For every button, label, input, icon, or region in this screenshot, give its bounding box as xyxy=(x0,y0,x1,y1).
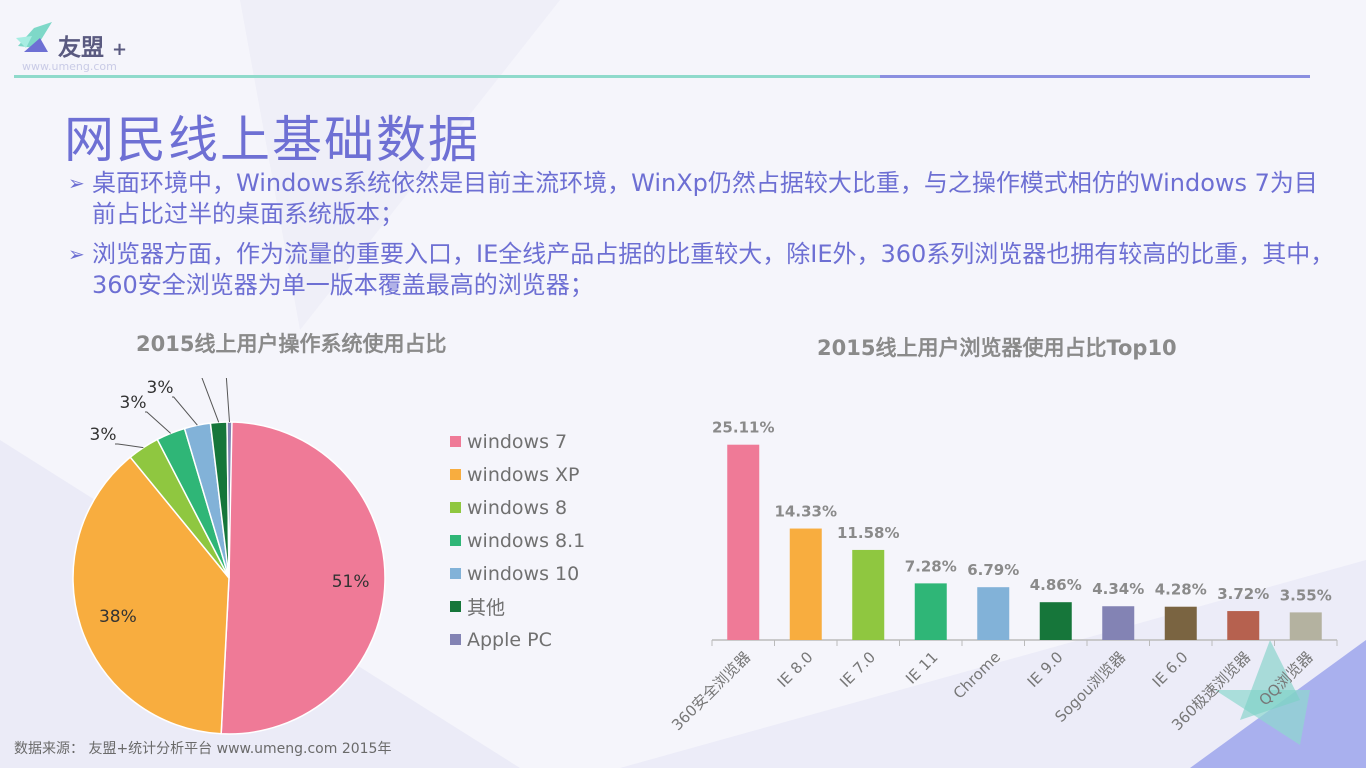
legend-swatch xyxy=(450,502,461,513)
bar-3 xyxy=(914,583,947,640)
bullet-item: ➢ 桌面环境中，Windows系统依然是目前主流环境，WinXp仍然占据较大比重… xyxy=(68,169,1318,228)
legend-item: Apple PC xyxy=(450,623,585,656)
pie-leader-line-4 xyxy=(172,396,198,426)
legend-swatch xyxy=(450,634,461,645)
bar-value-label-9: 3.55% xyxy=(1280,586,1332,604)
legend-label: windows 8.1 xyxy=(467,529,586,552)
legend-label: windows XP xyxy=(467,463,580,486)
bar-category-label-5: IE 9.0 xyxy=(1024,648,1067,691)
bar-9 xyxy=(1289,612,1322,640)
legend-label: windows 10 xyxy=(467,562,580,585)
pie-leader-line-6 xyxy=(225,378,230,423)
bullet-item: ➢ 浏览器方面，作为流量的重要入口，IE全线产品占据的比重较大，除IE外，360… xyxy=(68,240,1335,299)
bar-value-label-1: 14.33% xyxy=(775,503,837,521)
pie-slice-label-2: 3% xyxy=(90,425,117,445)
brand-logo[interactable]: 友盟 + www.umeng.com xyxy=(14,18,164,76)
bar-category-label-9: QQ浏览器 xyxy=(1255,648,1316,709)
legend-swatch xyxy=(450,436,461,447)
arrow-bullet-icon: ➢ xyxy=(68,171,85,195)
legend-item: windows 8 xyxy=(450,491,585,524)
bar-category-label-2: IE 7.0 xyxy=(836,648,879,691)
bar-value-label-3: 7.28% xyxy=(905,557,957,575)
os-pie-chart: 51%38%3%3%3%2%0% xyxy=(72,378,386,735)
bar-6 xyxy=(1102,606,1135,640)
bar-2 xyxy=(852,549,885,640)
bar-value-label-6: 4.34% xyxy=(1092,580,1144,598)
legend-item: 其他 xyxy=(450,590,585,623)
bar-value-label-7: 4.28% xyxy=(1155,581,1207,599)
pie-slice-label-4: 3% xyxy=(147,378,174,398)
pie-legend: windows 7 windows XP windows 8 windows 8.1 w… xyxy=(450,425,585,656)
legend-label: Apple PC xyxy=(467,628,552,651)
browser-bar-chart: 25.11% 360安全浏览器 14.33% IE 8.0 11.58% IE 7.0 7.… xyxy=(670,419,1338,734)
bar-1 xyxy=(789,528,822,640)
pie-chart-title: 2015线上用户操作系统使用占比 xyxy=(136,332,447,356)
bar-category-label-7: IE 6.0 xyxy=(1149,648,1192,691)
header-divider-right xyxy=(880,75,1310,78)
bar-value-label-4: 6.79% xyxy=(967,561,1019,579)
pie-slice-label-0: 51% xyxy=(332,572,370,592)
pie-leader-line-2 xyxy=(115,443,144,449)
bar-chart-title: 2015线上用户浏览器使用占比Top10 xyxy=(817,336,1177,360)
umeng-bird-icon xyxy=(16,22,52,52)
legend-item: windows 10 xyxy=(450,557,585,590)
data-source-note: 数据来源： 友盟+统计分析平台 www.umeng.com 2015年 xyxy=(14,741,392,757)
bullet-list: ➢ 桌面环境中，Windows系统依然是目前主流环境，WinXp仍然占据较大比重… xyxy=(68,168,1338,310)
legend-item: windows XP xyxy=(450,458,585,491)
pie-slice-0 xyxy=(220,421,386,735)
legend-swatch xyxy=(450,601,461,612)
brand-site: www.umeng.com xyxy=(22,60,117,73)
bar-4 xyxy=(977,587,1010,640)
brand-name: 友盟 + xyxy=(58,35,128,61)
legend-swatch xyxy=(450,535,461,546)
page-title: 网民线上基础数据 xyxy=(64,111,480,169)
legend-label: windows 7 xyxy=(467,430,568,453)
bar-category-label-0: 360安全浏览器 xyxy=(670,648,754,734)
bar-7 xyxy=(1164,606,1197,640)
pie-slice-label-3: 3% xyxy=(120,393,147,413)
bar-value-label-8: 3.72% xyxy=(1217,585,1269,603)
legend-item: windows 8.1 xyxy=(450,524,585,557)
legend-label: windows 8 xyxy=(467,496,568,519)
bar-8 xyxy=(1227,611,1260,640)
arrow-bullet-icon: ➢ xyxy=(68,242,85,266)
pie-slice-label-1: 38% xyxy=(99,607,137,627)
header-divider-left xyxy=(14,75,880,78)
legend-item: windows 7 xyxy=(450,425,585,458)
bar-5 xyxy=(1039,602,1072,640)
bar-0 xyxy=(727,444,760,640)
bar-value-label-5: 4.86% xyxy=(1030,576,1082,594)
legend-swatch xyxy=(450,469,461,480)
pie-leader-line-5 xyxy=(201,378,220,423)
bar-value-label-2: 11.58% xyxy=(837,524,899,542)
legend-swatch xyxy=(450,568,461,579)
legend-label: 其他 xyxy=(467,597,506,619)
bar-category-label-4: Chrome xyxy=(950,648,1004,702)
pie-leader-line-3 xyxy=(145,411,171,434)
pie-slice-1 xyxy=(72,456,230,735)
bar-category-label-3: IE 11 xyxy=(902,648,941,687)
bar-category-label-1: IE 8.0 xyxy=(774,648,817,691)
bar-value-label-0: 25.11% xyxy=(712,419,774,437)
